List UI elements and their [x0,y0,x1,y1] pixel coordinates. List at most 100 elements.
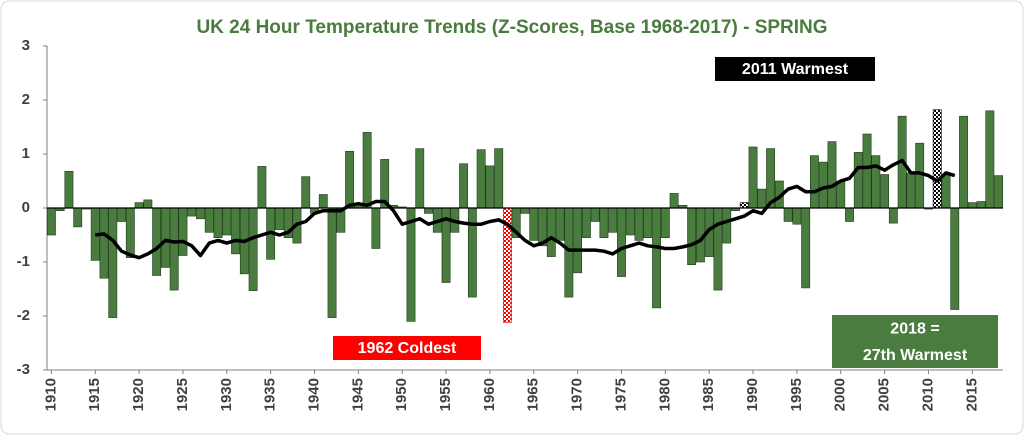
x-tick-label: 1970 [569,378,586,411]
bar [371,207,381,249]
bar [599,207,609,239]
bar [529,207,539,241]
bar [143,199,153,209]
bar [494,148,504,209]
bar [853,152,863,209]
bar [213,207,223,239]
bar [687,207,697,266]
x-tick-label: 2010 [919,378,936,411]
x-tick-label: 1945 [349,378,366,411]
bar [160,207,170,268]
bar [476,149,486,209]
bar [520,207,530,214]
bar [959,115,968,209]
y-tick-label: 3 [22,37,30,54]
x-tick-label: 1960 [481,378,498,411]
x-tick-label: 2000 [832,378,849,411]
chart-title: UK 24 Hour Temperature Trends (Z-Scores,… [196,17,827,38]
bar [643,207,653,239]
bar [581,207,591,239]
bar [845,207,854,222]
x-tick-label: 1925 [174,378,191,411]
bar [976,201,986,209]
bar [204,207,214,233]
y-tick-label: 0 [22,199,30,216]
bar [941,175,951,209]
bar [818,161,828,209]
y-tick-label: -3 [17,361,30,378]
x-tick-label: 1955 [437,378,454,411]
bar [274,207,284,230]
bar [108,207,118,318]
annotation-text: 2018 = [890,320,939,337]
bar [608,207,618,233]
bar [564,207,574,298]
bar [573,207,583,274]
x-tick-label: 1975 [612,378,629,411]
x-tick-label: 1915 [86,378,103,411]
bar [994,175,1004,209]
bar [222,207,232,236]
bar [169,207,179,291]
bar [459,163,469,209]
bar [99,207,109,279]
bar [827,141,837,209]
bar [888,207,898,224]
annotation-box [333,336,481,360]
x-tick-label: 2005 [876,378,893,411]
x-tick-label: 1995 [788,378,805,411]
bar [196,207,205,220]
bar [748,146,758,209]
y-tick-label: 2 [22,91,30,108]
bar [485,165,495,209]
bar [739,202,749,209]
bar [187,207,197,217]
bar [950,207,960,310]
bar [722,207,732,244]
bar [625,207,635,236]
x-tick-label: 1935 [262,378,279,411]
bar [345,151,355,209]
annotation-text: 1962 Coldest [358,340,457,357]
bar [318,194,328,209]
y-tick-label: 1 [22,145,30,162]
annotation-text: 2011 Warmest [742,61,849,78]
bar [467,207,477,298]
bar [590,207,600,222]
x-tick-label: 1980 [656,378,673,411]
bar [64,170,74,209]
bar [117,207,126,222]
bar [178,207,188,256]
bar [652,207,661,309]
x-tick-label: 1940 [305,378,322,411]
y-tick-label: -2 [17,307,30,324]
bar [862,133,872,209]
bar [301,176,311,209]
bar [248,207,258,291]
bar [73,207,83,228]
bar [231,207,240,255]
bar [546,207,556,257]
annotation-text: 27th Warmest [863,347,968,364]
trend-line [95,158,956,260]
bar [801,207,811,289]
annotation-box [832,315,998,368]
bar [906,172,916,209]
x-tick-label: 1950 [393,378,410,411]
bar [967,202,977,209]
bar [362,132,372,209]
bar [617,207,626,277]
bar [46,207,56,236]
bar [424,207,433,214]
bar [660,207,670,239]
bar [880,174,890,209]
bar [634,207,644,241]
bar [932,109,942,209]
bar [152,207,162,276]
bar [836,180,846,209]
bar [406,207,416,322]
bar [555,207,565,241]
y-tick-label: -1 [17,253,30,270]
bar [985,110,995,209]
